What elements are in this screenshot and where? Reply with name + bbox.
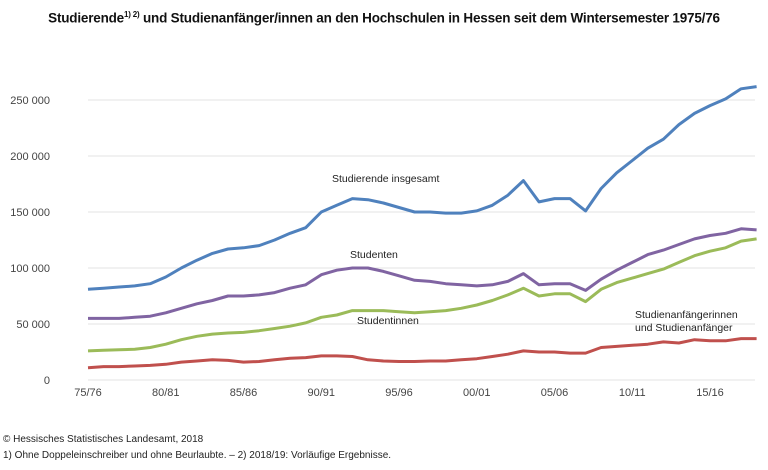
x-tick-label: 10/11 xyxy=(619,387,646,399)
source-note: © Hessisches Statistisches Landesamt, 20… xyxy=(3,434,204,445)
footnote: 1) Ohne Doppeleinschreiber und ohne Beur… xyxy=(3,450,392,461)
series-line-3 xyxy=(87,337,757,370)
x-tick-label: 75/76 xyxy=(74,387,102,399)
x-tick-label: 15/16 xyxy=(696,387,724,399)
series-label: Studentinnen xyxy=(357,315,419,327)
x-tick-label: 90/91 xyxy=(307,387,335,399)
y-tick-label: 250 000 xyxy=(10,95,50,107)
y-tick-label: 0 xyxy=(44,375,50,387)
x-tick-label: 85/86 xyxy=(230,387,258,399)
chart-title: Studierende1) 2) und Studienanfänger/inn… xyxy=(48,10,720,26)
y-tick-label: 200 000 xyxy=(10,151,50,163)
series-line-1 xyxy=(88,227,757,320)
series-label: Studienanfängerinnen xyxy=(635,309,738,321)
y-tick-label: 100 000 xyxy=(10,263,50,275)
series-label: Studenten xyxy=(350,249,398,261)
series-label: und Studienanfänger xyxy=(635,322,733,334)
x-tick-label: 05/06 xyxy=(541,387,569,399)
title-footnote-marks: 1) 2) xyxy=(123,10,140,19)
series-label: Studierende insgesamt xyxy=(332,173,439,185)
y-tick-label: 50 000 xyxy=(16,319,50,331)
series-line-2 xyxy=(87,237,757,353)
x-tick-label: 95/96 xyxy=(385,387,413,399)
x-tick-label: 80/81 xyxy=(152,387,180,399)
x-tick-label: 00/01 xyxy=(463,387,491,399)
series-line-0 xyxy=(87,85,757,291)
y-tick-label: 150 000 xyxy=(10,207,50,219)
